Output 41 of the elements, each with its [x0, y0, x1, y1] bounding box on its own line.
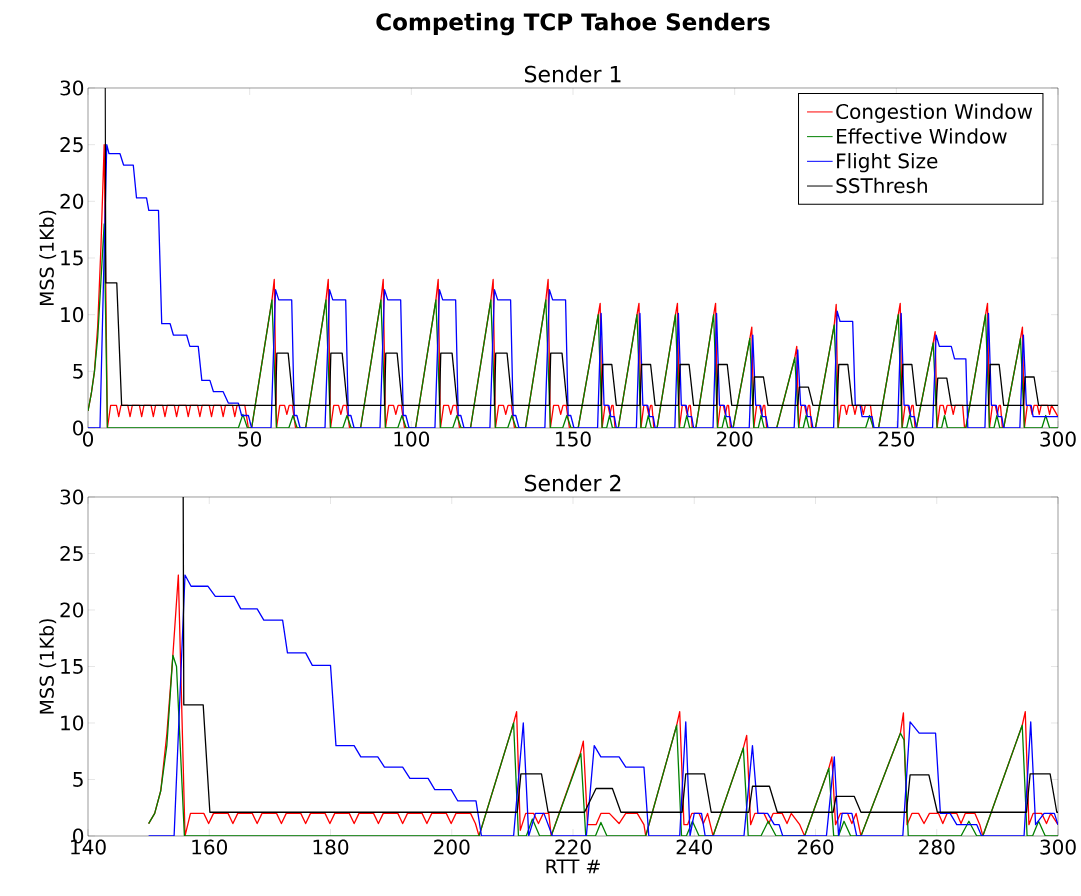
legend-label: Effective Window: [837, 128, 1007, 144]
y-axis-title: MSS (1Kb): [39, 210, 57, 306]
legend-label: SSThresh: [836, 177, 927, 194]
y-tick-label: 20: [60, 602, 84, 618]
y-tick-label: 10: [61, 715, 84, 731]
x-tick-label: 160: [192, 839, 228, 855]
line-series: [88, 144, 1058, 428]
x-tick-label: 300: [1040, 839, 1076, 855]
y-tick-label: 15: [61, 250, 83, 266]
x-tick-label: 250: [878, 431, 915, 447]
x-tick-label: 240: [676, 839, 713, 855]
y-tick-label: 25: [60, 545, 83, 562]
y-tick-label: 5: [73, 772, 83, 787]
chart-title: Sender 2: [524, 474, 621, 492]
y-tick-label: 25: [60, 137, 83, 153]
line-series: [88, 223, 1058, 428]
x-tick-label: 300: [1040, 431, 1076, 447]
x-tick-label: 260: [797, 839, 834, 855]
legend-label: Flight Size: [837, 152, 938, 173]
x-tick-label: 100: [394, 431, 430, 447]
y-tick-label: 30: [60, 80, 84, 96]
y-tick-label: 30: [60, 489, 84, 505]
y-tick-label: 15: [61, 659, 83, 674]
y-axis-title: MSS (1Kb): [39, 619, 57, 714]
x-axis-title: RTT #: [546, 859, 600, 874]
x-tick-label: 150: [556, 431, 591, 447]
chart-title: Competing TCP Tahoe Senders: [376, 12, 770, 36]
y-tick-label: 10: [61, 307, 84, 323]
line-series: [147, 574, 1059, 836]
x-tick-label: 200: [434, 839, 470, 855]
y-tick-label: 5: [73, 363, 83, 379]
x-tick-label: 280: [919, 839, 955, 855]
x-tick-label: 200: [717, 431, 753, 447]
line-series: [147, 654, 1059, 836]
y-tick-label: 0: [73, 420, 84, 436]
x-tick-label: 180: [313, 839, 349, 855]
legend-label: Congestion Window: [836, 103, 1033, 123]
y-tick-label: 20: [60, 193, 84, 209]
x-tick-label: 50: [238, 431, 262, 447]
chart-subtitle: Sender 1: [524, 65, 621, 83]
x-tick-label: 220: [555, 839, 591, 855]
